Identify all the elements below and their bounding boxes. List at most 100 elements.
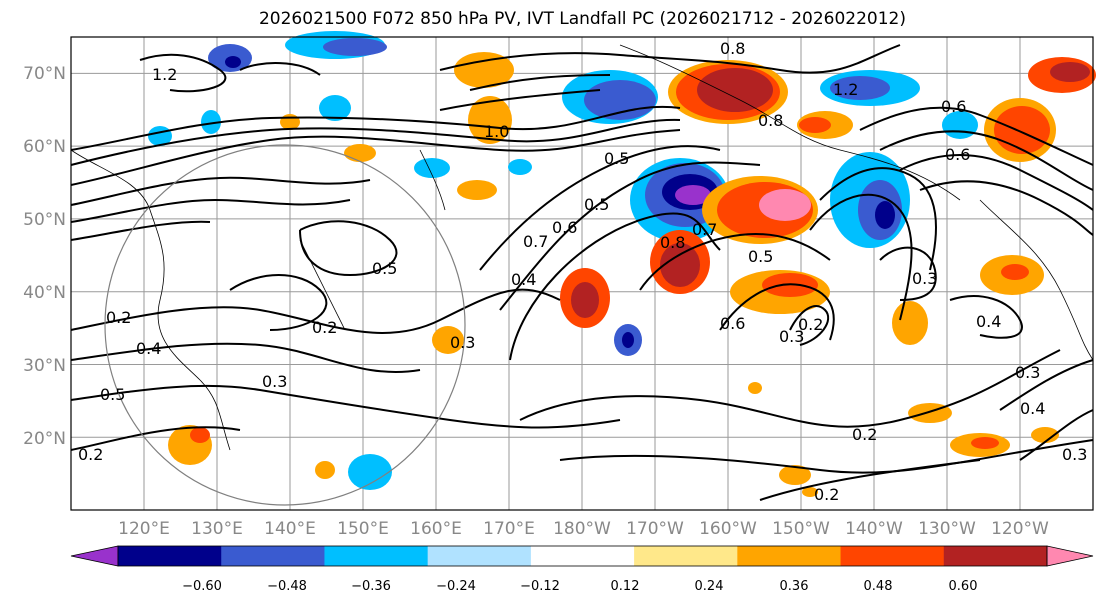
contour-line — [469, 74, 611, 91]
contour-label: 0.8 — [758, 111, 783, 130]
pv-blob — [892, 301, 928, 345]
contour-line — [70, 198, 351, 223]
map-frame — [70, 36, 1094, 511]
pv-blob — [280, 114, 300, 130]
pv-blob — [759, 189, 811, 221]
contour-line — [70, 105, 681, 151]
contour-line — [919, 180, 1094, 236]
colorbar-segment — [118, 546, 222, 566]
contour-labels: 1.2 0.8 1.2 0.6 0.8 1.0 0.5 0.6 0.5 0.7 … — [78, 39, 1087, 504]
pv-blob — [799, 117, 831, 133]
colorbar-segment — [634, 546, 738, 566]
contour-label: 0.2 — [798, 315, 823, 334]
contour-line — [819, 167, 937, 271]
pv-blob — [1001, 264, 1029, 280]
pv-blob — [432, 326, 464, 354]
colorbar-extend-max — [1046, 545, 1094, 567]
contour-label: 0.7 — [692, 220, 717, 239]
pv-blob — [571, 282, 599, 318]
coastlines — [70, 44, 1094, 451]
contour-line — [70, 176, 371, 206]
contour-line — [70, 129, 681, 186]
contour-label: 0.4 — [511, 270, 536, 289]
colorbar-segment — [737, 546, 842, 566]
contour-label: 0.8 — [720, 39, 745, 58]
pv-blob — [779, 465, 811, 485]
pv-blob — [622, 332, 634, 348]
lat-label: 60°N — [23, 137, 66, 157]
pv-blob — [1031, 427, 1059, 443]
coastline-asia — [70, 149, 231, 451]
contour-line — [559, 439, 1094, 474]
colorbar-label: −0.60 — [182, 579, 222, 594]
colorbar-segment — [530, 546, 635, 566]
contour-label: 0.6 — [720, 314, 745, 333]
colorbar-segment — [427, 546, 532, 566]
pv-blob — [315, 461, 335, 479]
contour-label: 0.5 — [604, 149, 629, 168]
lon-label: 140°E — [264, 519, 316, 539]
contour-label: 0.5 — [748, 247, 773, 266]
contour-label: 0.4 — [976, 312, 1001, 331]
contour-label: 0.3 — [1015, 363, 1040, 382]
pv-blob — [748, 382, 762, 394]
contour-line — [639, 233, 831, 291]
pv-blob — [660, 243, 700, 287]
lon-label: 140°W — [845, 519, 903, 539]
pv-shading — [148, 31, 1096, 497]
contour-line — [879, 246, 937, 301]
contour-line — [519, 349, 1061, 428]
colorbar-frame — [117, 545, 1048, 567]
contour-label: 0.6 — [552, 218, 577, 237]
colorbar-segment — [943, 546, 1048, 566]
lon-label: 160°E — [410, 519, 462, 539]
colorbar-label: −0.24 — [436, 579, 476, 594]
pv-blob — [875, 201, 895, 229]
latitude-labels: 20°N 30°N 40°N 50°N 60°N 70°N — [23, 64, 66, 449]
colorbar-label: −0.12 — [520, 579, 560, 594]
contour-line — [239, 62, 321, 76]
lon-label: 150°E — [337, 519, 389, 539]
colorbar-extend-min — [70, 545, 119, 567]
contour-line — [1019, 409, 1094, 461]
pv-blob — [190, 427, 210, 443]
coastline-alaska — [619, 44, 961, 201]
colorbar-label: −0.48 — [267, 579, 307, 594]
contour-label: 0.2 — [106, 308, 131, 327]
contour-label: 1.2 — [152, 65, 177, 84]
contour-label: 0.2 — [814, 485, 839, 504]
contour-line — [789, 305, 830, 346]
pv-blob — [508, 159, 532, 175]
colorbar-segment — [221, 546, 325, 566]
contour-label: 0.2 — [852, 425, 877, 444]
lat-label: 70°N — [23, 64, 66, 84]
contour-label: 0.4 — [136, 339, 161, 358]
pv-blob — [830, 76, 890, 100]
contour-label: 0.5 — [584, 195, 609, 214]
coastline-kamchatka — [419, 149, 446, 211]
colorbar-label: 0.48 — [864, 579, 893, 594]
contour-line — [879, 130, 1094, 191]
contour-line — [859, 106, 1094, 166]
contour-label: 0.6 — [945, 145, 970, 164]
range-circle — [104, 144, 466, 506]
pv-blob — [319, 95, 351, 121]
lon-label: 160°W — [699, 519, 757, 539]
pv-blob — [344, 144, 376, 162]
pv-blob — [457, 180, 497, 200]
lat-label: 20°N — [23, 429, 66, 449]
contour-label: 0.5 — [100, 385, 125, 404]
contour-line — [949, 295, 1023, 339]
colorbar-label: 0.12 — [611, 579, 640, 594]
colorbar-label: −0.36 — [351, 579, 391, 594]
contour-label: 0.3 — [1062, 445, 1087, 464]
contour-line — [70, 384, 621, 429]
lat-label: 40°N — [23, 283, 66, 303]
contour-label: 0.8 — [660, 233, 685, 252]
contour-line — [70, 220, 211, 241]
colorbar-segment — [840, 546, 945, 566]
pv-blob — [414, 158, 450, 178]
contour-line — [509, 212, 721, 361]
colorbar-segment — [324, 546, 429, 566]
lon-label: 130°E — [191, 519, 243, 539]
